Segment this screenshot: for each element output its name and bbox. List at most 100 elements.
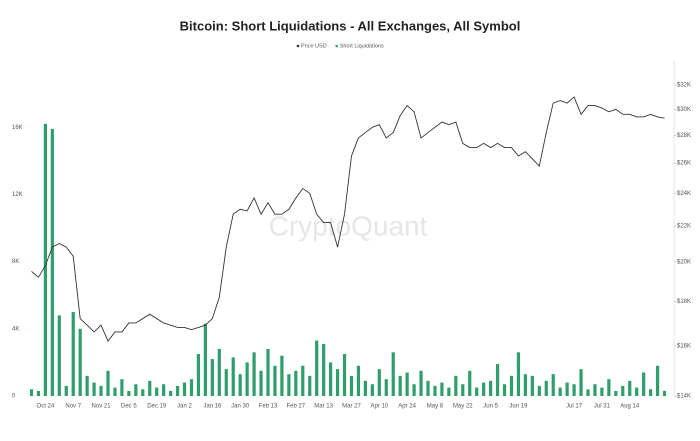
- y2-tick-label: $20K: [677, 259, 691, 265]
- bar: [433, 385, 437, 396]
- bar: [50, 128, 54, 396]
- bar: [642, 372, 646, 396]
- bar: [523, 374, 527, 396]
- bar: [287, 374, 291, 396]
- bar: [551, 374, 555, 396]
- x-tick-label: Apr 24: [398, 404, 416, 410]
- bar: [120, 379, 124, 396]
- bar: [621, 385, 625, 396]
- bar: [482, 382, 486, 396]
- x-tick-label: Aug 14: [620, 404, 640, 410]
- x-tick-label: Jan 2: [177, 404, 192, 410]
- bar: [384, 379, 388, 396]
- watermark: CryptoQuant: [269, 210, 428, 241]
- bar: [113, 387, 117, 396]
- bar: [544, 380, 548, 396]
- bar: [495, 364, 500, 396]
- x-tick-label: Jan 16: [203, 404, 222, 410]
- bar: [475, 387, 479, 396]
- y-tick-label: 8K: [12, 259, 19, 265]
- bar: [342, 354, 347, 396]
- bar: [329, 362, 333, 396]
- bar: [273, 365, 277, 396]
- bar: [78, 328, 82, 396]
- bar: [43, 123, 47, 396]
- bar: [322, 343, 326, 396]
- bar: [106, 370, 110, 396]
- bar: [231, 357, 235, 396]
- bar: [600, 387, 604, 396]
- x-tick-label: Nov 21: [92, 404, 112, 410]
- bar: [141, 389, 145, 396]
- bar: [259, 370, 263, 396]
- bar: [294, 370, 298, 396]
- y2-tick-label: $22K: [677, 224, 691, 230]
- bar: [454, 375, 458, 396]
- bar: [440, 382, 444, 396]
- bar: [509, 375, 514, 396]
- y2-tick-label: $32K: [677, 83, 691, 89]
- bar: [189, 379, 194, 396]
- bar: [447, 387, 451, 396]
- x-tick-label: Apr 10: [370, 404, 388, 410]
- bar: [398, 375, 402, 396]
- y-tick-label: 4K: [12, 326, 19, 332]
- bar: [579, 369, 583, 396]
- bar: [148, 380, 152, 396]
- bar: [238, 374, 242, 396]
- x-tick-label: Mar 13: [314, 404, 333, 410]
- bar: [196, 354, 201, 396]
- bar: [426, 380, 430, 396]
- bar: [280, 355, 284, 396]
- bar: [252, 352, 256, 396]
- bar: [169, 390, 173, 396]
- bar: [391, 352, 395, 396]
- bar: [71, 312, 75, 396]
- legend-marker: [296, 44, 300, 48]
- bar: [134, 384, 138, 396]
- y2-tick-label: $14K: [677, 394, 691, 400]
- bar: [412, 384, 416, 396]
- bar: [356, 365, 361, 396]
- bar: [315, 340, 319, 396]
- bar: [203, 323, 207, 396]
- bar: [175, 385, 180, 396]
- y-tick-label: 12K: [12, 192, 23, 198]
- bar: [85, 375, 89, 396]
- bar: [155, 387, 159, 396]
- bar: [36, 390, 41, 396]
- bar: [266, 348, 270, 396]
- bar: [335, 369, 340, 396]
- price-line: [31, 96, 665, 342]
- bar: [308, 375, 312, 396]
- y2-tick-label: $30K: [677, 107, 691, 113]
- bar: [662, 390, 667, 396]
- x-tick-label: Jul 17: [566, 404, 583, 410]
- y2-tick-label: $16K: [677, 343, 691, 349]
- y-tick-label: 0: [12, 394, 16, 400]
- x-tick-label: May 8: [427, 404, 444, 410]
- bar: [537, 385, 541, 396]
- x-tick-label: Jan 30: [231, 404, 250, 410]
- bar: [614, 390, 618, 396]
- bar: [649, 389, 653, 396]
- x-tick-label: Mar 27: [342, 404, 361, 410]
- y2-tick-label: $28K: [677, 133, 691, 139]
- bar: [461, 384, 465, 396]
- chart-title: Bitcoin: Short Liquidations - All Exchan…: [180, 18, 521, 33]
- bar: [607, 379, 611, 396]
- bar: [64, 385, 68, 396]
- bar: [92, 382, 96, 396]
- bar: [586, 389, 590, 396]
- bar: [593, 384, 597, 396]
- bar: [516, 352, 521, 396]
- bar: [57, 315, 61, 396]
- bar: [489, 380, 493, 396]
- bar: [530, 375, 534, 396]
- x-tick-label: Dec 5: [121, 404, 137, 410]
- bar: [217, 348, 221, 396]
- legend-marker: [335, 44, 338, 48]
- bar: [628, 380, 632, 396]
- bar: [182, 382, 187, 396]
